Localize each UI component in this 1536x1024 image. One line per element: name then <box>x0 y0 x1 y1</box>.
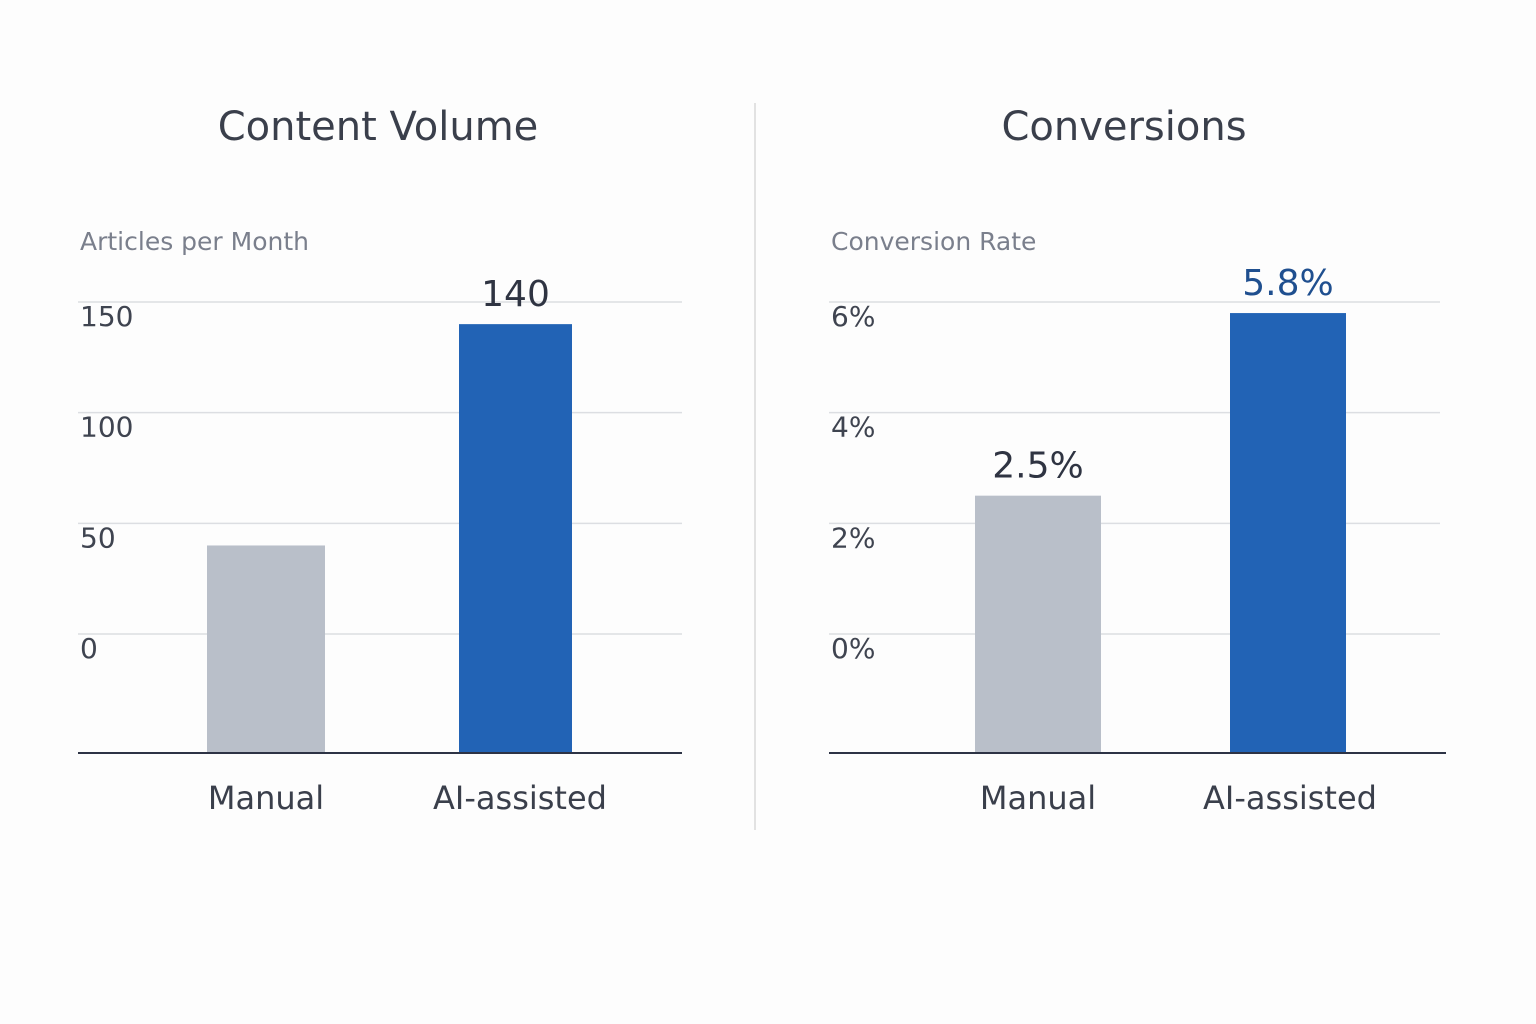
bar-manual <box>975 495 1101 753</box>
x-tick-label: Manual <box>980 779 1096 817</box>
y-tick-label: 2% <box>831 521 875 554</box>
x-tick-label: Manual <box>208 779 324 817</box>
y-tick-label: 0% <box>831 632 875 665</box>
x-tick-label: AI-assisted <box>1203 779 1377 817</box>
y-axis-label: Articles per Month <box>80 227 309 256</box>
bar-ai-assisted <box>1230 313 1346 753</box>
data-label: 140 <box>481 274 550 315</box>
data-label: 2.5% <box>992 446 1083 487</box>
y-tick-label: 6% <box>831 300 875 333</box>
y-tick-label: 100 <box>80 411 133 444</box>
y-tick-label: 4% <box>831 411 875 444</box>
y-tick-label: 150 <box>80 300 133 333</box>
y-tick-label: 50 <box>80 521 116 554</box>
chart-title: Conversions <box>1001 104 1246 150</box>
y-tick-label: 0 <box>80 632 98 665</box>
chart-title: Content Volume <box>218 104 539 150</box>
bar-ai-assisted <box>459 324 572 753</box>
x-tick-label: AI-assisted <box>433 779 607 817</box>
data-label: 5.8% <box>1242 263 1333 304</box>
y-axis-label: Conversion Rate <box>831 227 1036 256</box>
bar-manual <box>207 545 325 753</box>
